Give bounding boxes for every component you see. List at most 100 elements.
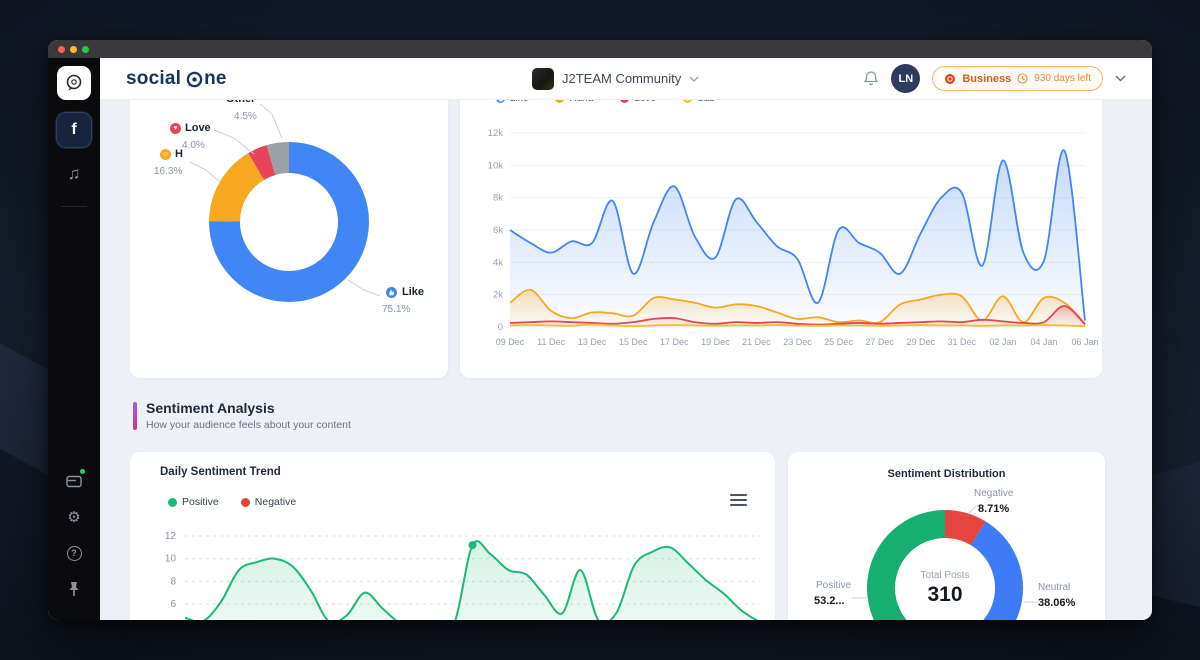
help-icon: ? — [66, 545, 82, 561]
sad-reaction-icon: ☹ — [682, 100, 692, 103]
svg-text:02 Jan: 02 Jan — [989, 337, 1016, 347]
content-area: Other 4.5% ♥ Love 4.0% ☺ H 16.3% Like — [100, 100, 1152, 620]
svg-text:6k: 6k — [493, 225, 503, 236]
legend-label: Love — [634, 100, 656, 104]
close-window-button[interactable] — [58, 45, 65, 53]
legend-item-haha[interactable]: ☺ Haha — [555, 100, 593, 104]
svg-text:06 Jan: 06 Jan — [1071, 337, 1098, 347]
legend-label: Haha — [569, 100, 593, 104]
svg-text:12: 12 — [165, 531, 177, 542]
svg-text:31 Dec: 31 Dec — [948, 337, 977, 347]
legend-item-positive[interactable]: Positive — [168, 496, 219, 508]
sidebar-item-settings[interactable]: ⚙ — [57, 502, 91, 532]
plan-badge[interactable]: Business 930 days left — [932, 66, 1103, 91]
svg-text:2k: 2k — [493, 290, 503, 301]
daily-sentiment-title: Daily Sentiment Trend — [160, 466, 281, 478]
logo-text-1: social — [126, 67, 182, 89]
speech-bubble-logo-icon — [66, 74, 82, 91]
section-title: Sentiment Analysis — [146, 400, 275, 416]
notification-bell-icon[interactable] — [863, 70, 879, 87]
app-logo-icon[interactable] — [57, 66, 91, 100]
svg-text:8k: 8k — [493, 193, 503, 204]
legend-item-sad[interactable]: ☹ Sad — [682, 100, 715, 104]
daily-sentiment-chart[interactable]: 121086420 — [130, 452, 775, 620]
tiktok-icon: ♫ — [67, 164, 81, 183]
legend-dot — [168, 497, 177, 507]
callout-positive-value: 53.2... — [814, 595, 845, 607]
chevron-down-icon — [689, 76, 699, 82]
svg-text:10: 10 — [165, 554, 177, 565]
svg-text:13 Dec: 13 Dec — [578, 337, 607, 347]
haha-reaction-icon: ☺ — [555, 100, 565, 103]
gear-icon: ⚙ — [67, 509, 81, 526]
legend-label: Negative — [254, 496, 297, 508]
legend-item-negative[interactable]: Negative — [240, 496, 297, 508]
user-avatar[interactable]: LN — [891, 64, 921, 93]
svg-text:23 Dec: 23 Dec — [783, 337, 812, 347]
svg-text:15 Dec: 15 Dec — [619, 337, 648, 347]
legend-label: Positive — [182, 496, 219, 508]
svg-text:11 Dec: 11 Dec — [537, 337, 565, 347]
minimize-window-button[interactable] — [70, 45, 77, 53]
callout-neutral-value: 38.06% — [1038, 597, 1076, 609]
app-header: social ne J2TEAM Community — [100, 58, 1152, 100]
sidebar-item-help[interactable]: ? — [57, 538, 91, 568]
logo-text-2: ne — [204, 67, 227, 89]
section-accent-bar — [133, 402, 137, 430]
sidebar-item-pin[interactable] — [57, 574, 91, 604]
svg-text:09 Dec: 09 Dec — [496, 337, 525, 347]
love-reaction-icon: ♥ — [170, 122, 181, 134]
legend-label: Sad — [697, 100, 715, 104]
svg-text:04 Jan: 04 Jan — [1030, 337, 1057, 347]
legend-item-love[interactable]: ♥ Love — [620, 100, 656, 104]
donut-label-like: Like — [402, 286, 425, 298]
notification-dot — [80, 469, 85, 474]
sidebar-divider — [61, 206, 87, 207]
svg-text:19 Dec: 19 Dec — [701, 337, 730, 347]
donut-label-other: Other — [226, 100, 255, 105]
sidebar-item-extensions[interactable] — [57, 466, 91, 496]
reactions-donut-chart[interactable] — [130, 100, 448, 378]
svg-text:25 Dec: 25 Dec — [824, 337, 853, 347]
pin-icon — [69, 582, 79, 596]
donut-pct-haha: 16.3% — [154, 166, 183, 177]
like-reaction-icon — [386, 287, 397, 298]
clock-icon — [1017, 73, 1028, 84]
sentiment-distribution-chart[interactable] — [788, 452, 1105, 620]
timeline-legend: Like ☺ Haha ♥ Love ☹ Sad — [496, 100, 715, 104]
community-name: J2TEAM Community — [562, 71, 682, 86]
svg-text:8: 8 — [170, 576, 176, 587]
community-selector[interactable]: J2TEAM Community — [532, 67, 699, 90]
like-reaction-icon — [496, 100, 505, 103]
app-logo[interactable]: social ne — [126, 68, 227, 90]
love-reaction-icon: ♥ — [620, 100, 630, 103]
window-titlebar[interactable] — [48, 40, 1152, 58]
extension-card-icon — [65, 475, 82, 488]
donut-pct-other: 4.5% — [234, 111, 257, 122]
sidebar: f ♫ ⚙ ? — [48, 58, 100, 620]
svg-text:21 Dec: 21 Dec — [742, 337, 771, 347]
svg-text:12k: 12k — [488, 128, 504, 139]
zoom-window-button[interactable] — [82, 45, 89, 53]
legend-dot — [240, 497, 250, 507]
svg-text:0: 0 — [498, 322, 503, 333]
svg-text:6: 6 — [170, 599, 176, 610]
chart-menu-icon[interactable] — [730, 494, 747, 509]
donut-label-haha: ☺ H — [160, 148, 183, 160]
haha-reaction-icon: ☺ — [160, 148, 171, 160]
plan-days-left: 930 days left — [1034, 73, 1091, 84]
main-area: social ne J2TEAM Community — [100, 58, 1152, 620]
callout-neutral-label: Neutral — [1038, 582, 1071, 593]
reactions-timeline-chart[interactable]: 12k 10k 8k 6k 4k 2k 0 09 Dec 11 Dec 13 Dec 15 Dec 1… — [460, 100, 1102, 378]
sentiment-section-header: Sentiment Analysis How your audience fee… — [133, 400, 351, 431]
legend-item-like[interactable]: Like — [496, 100, 528, 104]
donut-center-value: 310 — [927, 583, 963, 606]
chevron-down-icon[interactable] — [1115, 75, 1126, 82]
sidebar-item-tiktok[interactable]: ♫ — [56, 156, 92, 192]
plan-name: Business — [962, 72, 1012, 85]
reactions-breakdown-panel: Other 4.5% ♥ Love 4.0% ☺ H 16.3% Like — [130, 100, 448, 378]
callout-negative-label: Negative — [974, 488, 1014, 499]
app-window: f ♫ ⚙ ? — [48, 40, 1152, 620]
callout-positive-label: Positive — [816, 580, 852, 591]
sidebar-item-facebook[interactable]: f — [56, 112, 92, 148]
